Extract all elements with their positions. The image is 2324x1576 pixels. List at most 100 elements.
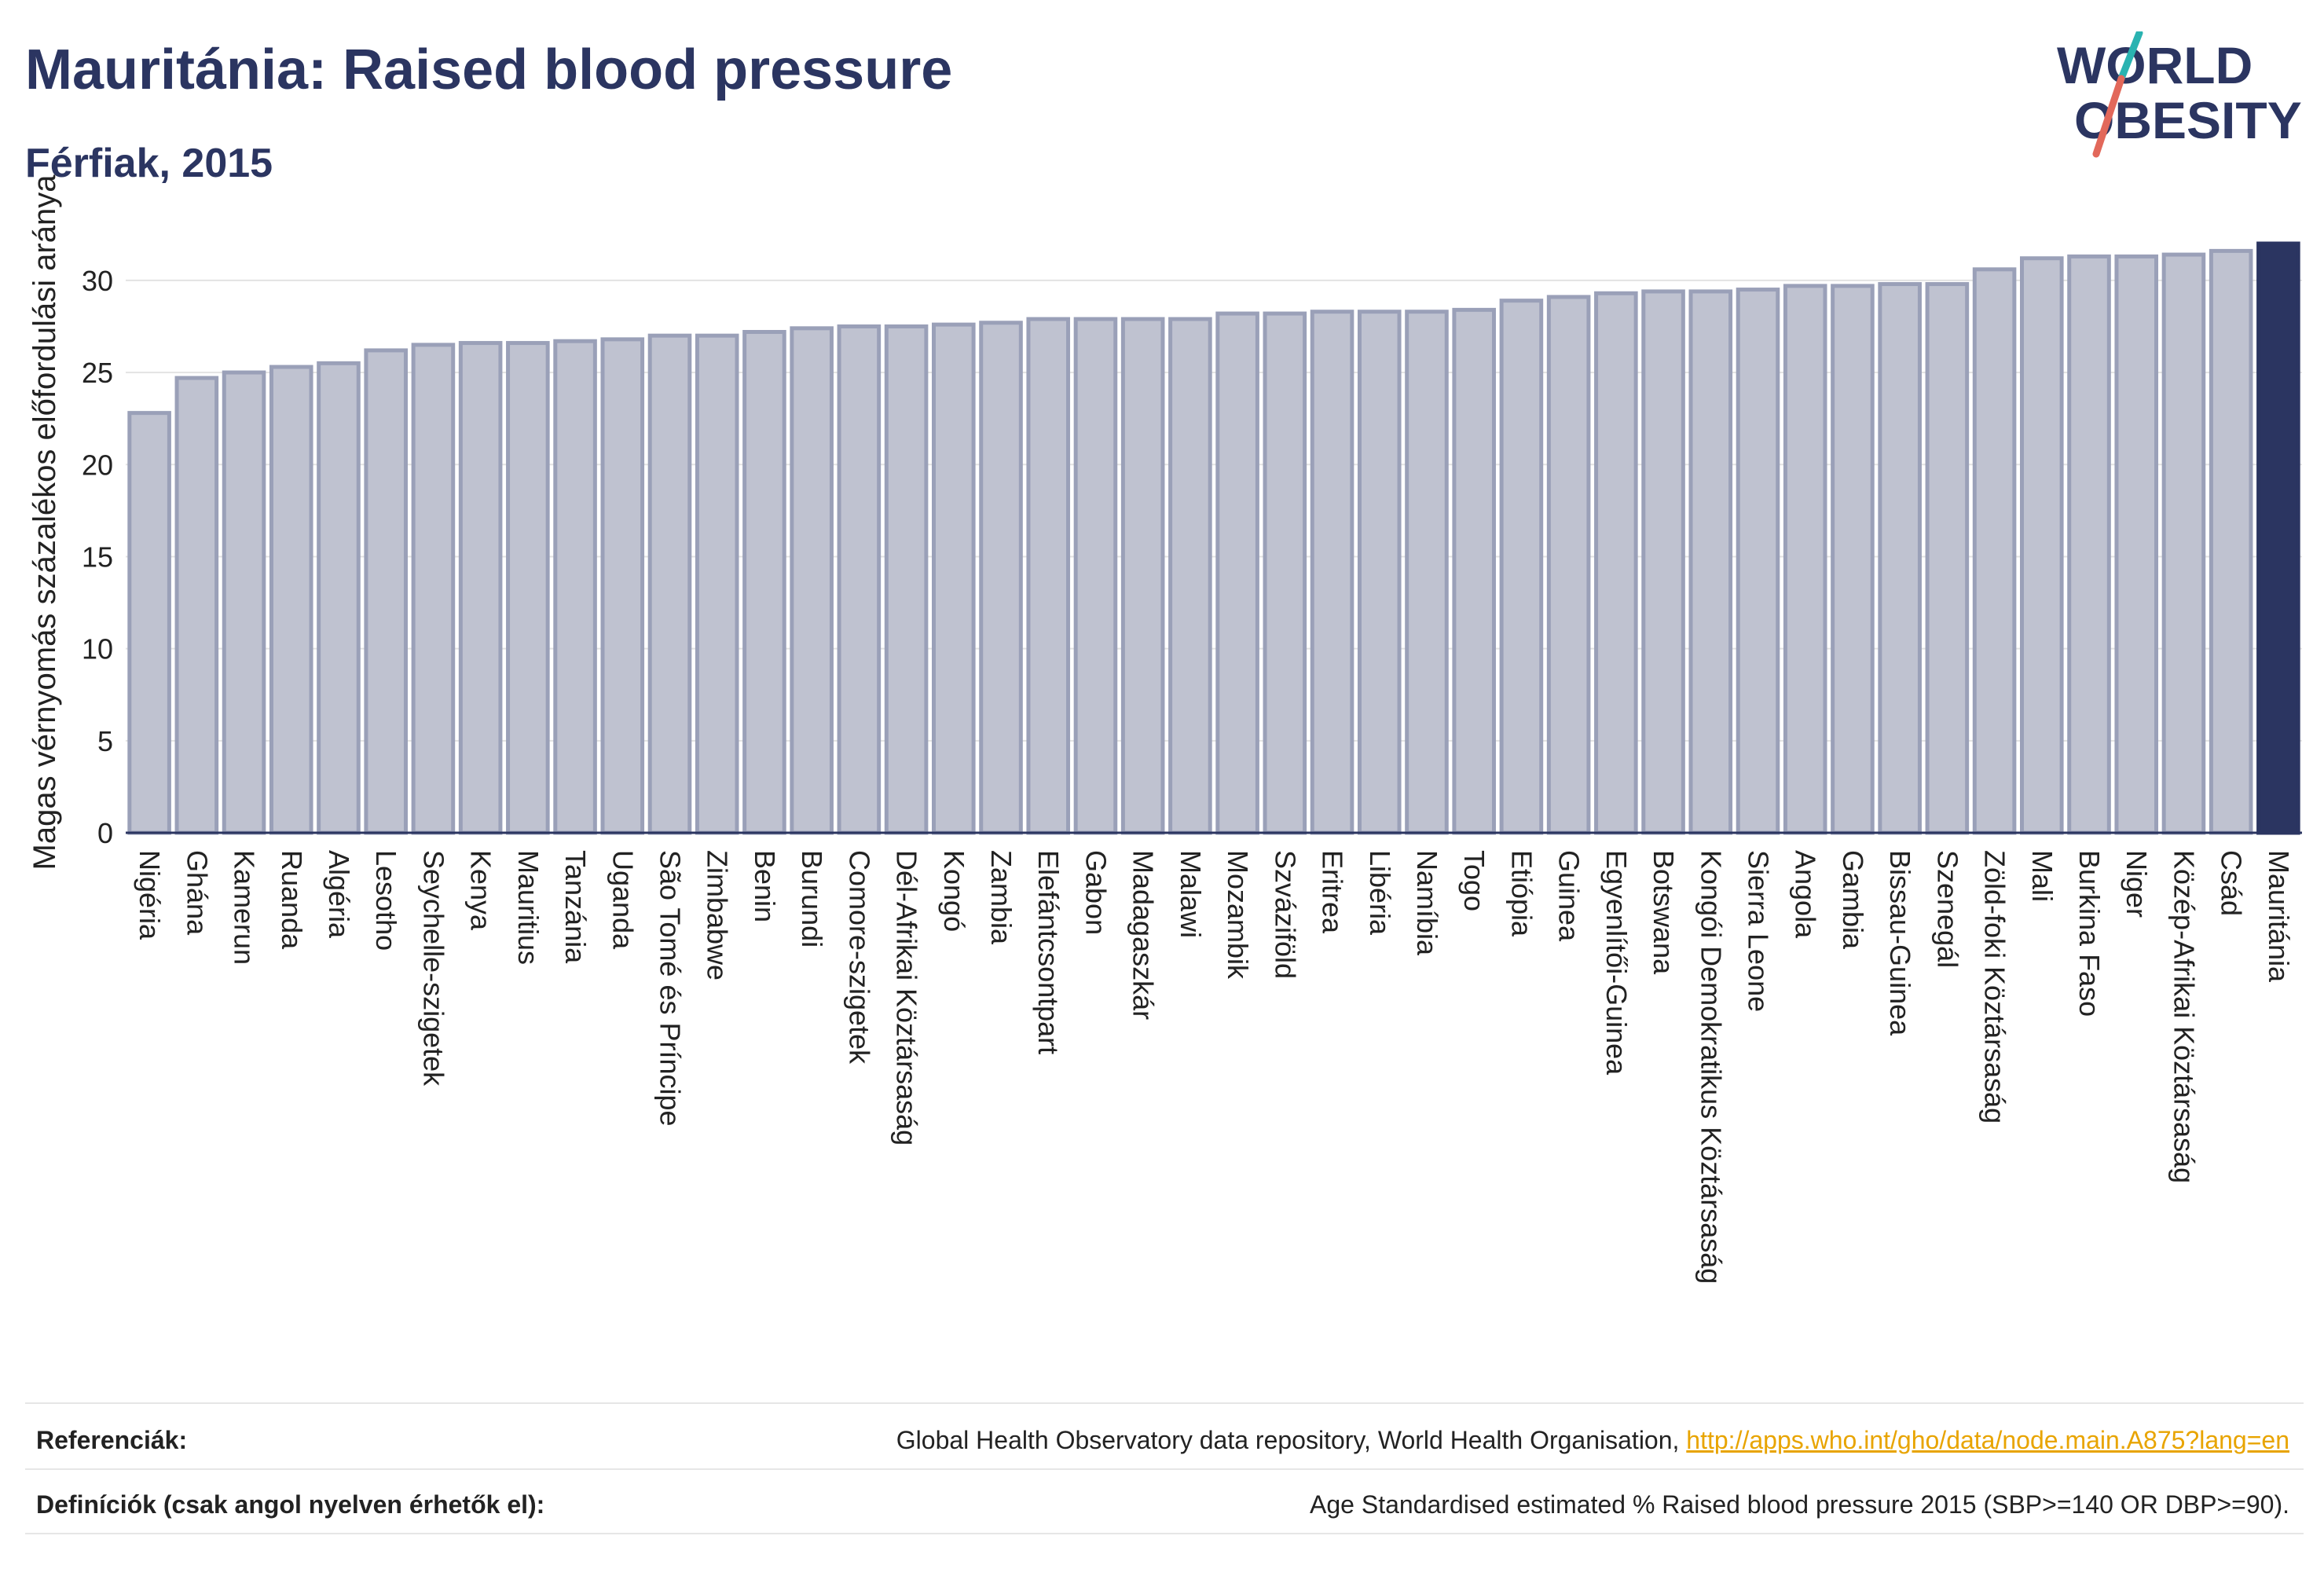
bar[interactable]: [1878, 282, 1922, 835]
x-tick-label: Benin: [749, 850, 781, 922]
bar[interactable]: [1972, 267, 2017, 835]
bar[interactable]: [1073, 317, 1118, 835]
bars: [127, 241, 2300, 835]
y-tick-label: 0: [97, 817, 113, 849]
x-tick-label: Etiópia: [1505, 850, 1538, 937]
x-tick-label: Uganda: [607, 850, 639, 950]
x-tick-label: Gambia: [1837, 850, 1869, 950]
y-axis-ticks: 0 5 10 15 20 25 30: [82, 265, 113, 849]
bar[interactable]: [837, 324, 882, 835]
bar[interactable]: [1925, 282, 1970, 835]
x-tick-label: Bissau-Guinea: [1884, 850, 1916, 1036]
bar[interactable]: [506, 341, 550, 835]
x-tick-label: Sierra Leone: [1743, 850, 1775, 1012]
x-tick-label: Angola: [1790, 850, 1822, 939]
x-tick-label: Dél-Afrikai Köztársaság: [891, 850, 923, 1145]
bar[interactable]: [1452, 307, 1496, 835]
x-tick-label: Zambia: [985, 850, 1017, 945]
x-tick-label: Gabon: [1080, 850, 1112, 935]
bar[interactable]: [364, 348, 408, 835]
y-tick-label: 15: [82, 541, 113, 573]
x-tick-label: Eritrea: [1317, 850, 1349, 934]
bar[interactable]: [411, 343, 456, 835]
references-link[interactable]: http://apps.who.int/gho/data/node.main.A…: [1686, 1426, 2289, 1454]
bar[interactable]: [269, 365, 313, 835]
bar[interactable]: [127, 411, 171, 835]
x-tick-label: Togo: [1458, 850, 1490, 911]
bar[interactable]: [2161, 252, 2206, 835]
bar[interactable]: [790, 326, 834, 835]
x-tick-label: Csád: [2216, 850, 2248, 916]
y-tick-label: 5: [97, 725, 113, 757]
bar[interactable]: [1405, 310, 1449, 835]
x-tick-label: Szváziföld: [1269, 850, 1301, 979]
bar[interactable]: [2114, 254, 2159, 835]
logo-slash-bottom: [2092, 75, 2125, 158]
x-axis-labels: Nigéria Ghána Kamerun Ruanda Algéria Lesotho S…: [134, 850, 2295, 1284]
bar-chart: 0 5 10 15 20 25 30 Nigéria Ghána Kamerun Ruanda Al…: [27, 174, 2302, 1284]
x-tick-label: Libéria: [1364, 850, 1396, 936]
y-tick-label: 10: [82, 633, 113, 665]
x-tick-label: Malawi: [1175, 850, 1207, 938]
y-tick-label: 30: [82, 265, 113, 297]
bar[interactable]: [1215, 311, 1259, 835]
bar[interactable]: [317, 361, 361, 835]
bar[interactable]: [742, 330, 786, 835]
footer-rule-middle: [25, 1468, 2304, 1470]
x-tick-label: Comore-szigetek: [843, 850, 875, 1065]
bar[interactable]: [1736, 288, 1780, 835]
bar[interactable]: [1120, 317, 1165, 835]
bar[interactable]: [2209, 248, 2253, 835]
bar[interactable]: [1263, 311, 1307, 835]
x-tick-label: Zöld-foki Köztársaság: [1979, 850, 2011, 1123]
x-tick-label: Ghána: [181, 850, 213, 936]
x-tick-label: Elefántcsontpart: [1032, 850, 1065, 1054]
x-tick-label: Közép-Afrikai Köztársaság: [2168, 850, 2200, 1183]
x-tick-label: Kongó: [938, 850, 970, 932]
bar[interactable]: [2067, 254, 2111, 835]
bar[interactable]: [979, 321, 1023, 835]
references-value: Global Health Observatory data repositor…: [896, 1426, 2289, 1455]
bar[interactable]: [600, 337, 645, 835]
logo-slash-top: [2117, 31, 2143, 82]
bar[interactable]: [1168, 317, 1212, 835]
bar[interactable]: [1546, 295, 1591, 835]
x-tick-label: Botswana: [1648, 850, 1680, 975]
page-subtitle: Férfiak, 2015: [25, 141, 273, 186]
world-obesity-logo[interactable]: WORLD OBESITY: [2051, 31, 2310, 165]
page-title: Mauritánia: Raised blood pressure: [25, 38, 953, 101]
bar[interactable]: [1026, 317, 1071, 835]
bar[interactable]: [1688, 289, 1733, 835]
bar[interactable]: [2020, 256, 2064, 835]
bar[interactable]: [884, 324, 929, 835]
bar-highlight[interactable]: [2256, 241, 2300, 835]
x-tick-label: Kenya: [465, 850, 497, 931]
bar[interactable]: [647, 333, 692, 835]
x-tick-label: Seychelle-szigetek: [417, 850, 449, 1087]
bar[interactable]: [1831, 284, 1875, 835]
bar[interactable]: [1357, 310, 1402, 835]
bar[interactable]: [458, 341, 503, 835]
bar[interactable]: [1310, 310, 1354, 835]
logo-line-1: WORLD: [2057, 36, 2253, 94]
y-axis-label: Magas vérnyomás százalékos előfordulási …: [27, 174, 62, 870]
bar[interactable]: [932, 322, 976, 835]
x-tick-label: Kongói Demokratikus Köztársaság: [1695, 850, 1727, 1284]
x-tick-label: Ruanda: [276, 850, 308, 950]
bar[interactable]: [695, 333, 739, 835]
x-tick-label: São Tomé és Príncipe: [654, 850, 687, 1127]
x-tick-label: Burkina Faso: [2073, 850, 2106, 1017]
references-text: Global Health Observatory data repositor…: [896, 1426, 1680, 1454]
bar[interactable]: [553, 339, 597, 835]
x-tick-label: Namíbia: [1411, 850, 1443, 956]
bar[interactable]: [1594, 291, 1638, 835]
bar[interactable]: [1499, 299, 1544, 835]
bar[interactable]: [222, 370, 266, 835]
bar[interactable]: [1641, 289, 1685, 835]
bar[interactable]: [174, 376, 219, 835]
x-tick-label: Niger: [2121, 850, 2153, 918]
x-tick-label: Mali: [2026, 850, 2058, 902]
bar[interactable]: [1783, 284, 1827, 835]
x-tick-label: Kamerun: [229, 850, 261, 965]
x-tick-label: Lesotho: [370, 850, 402, 951]
